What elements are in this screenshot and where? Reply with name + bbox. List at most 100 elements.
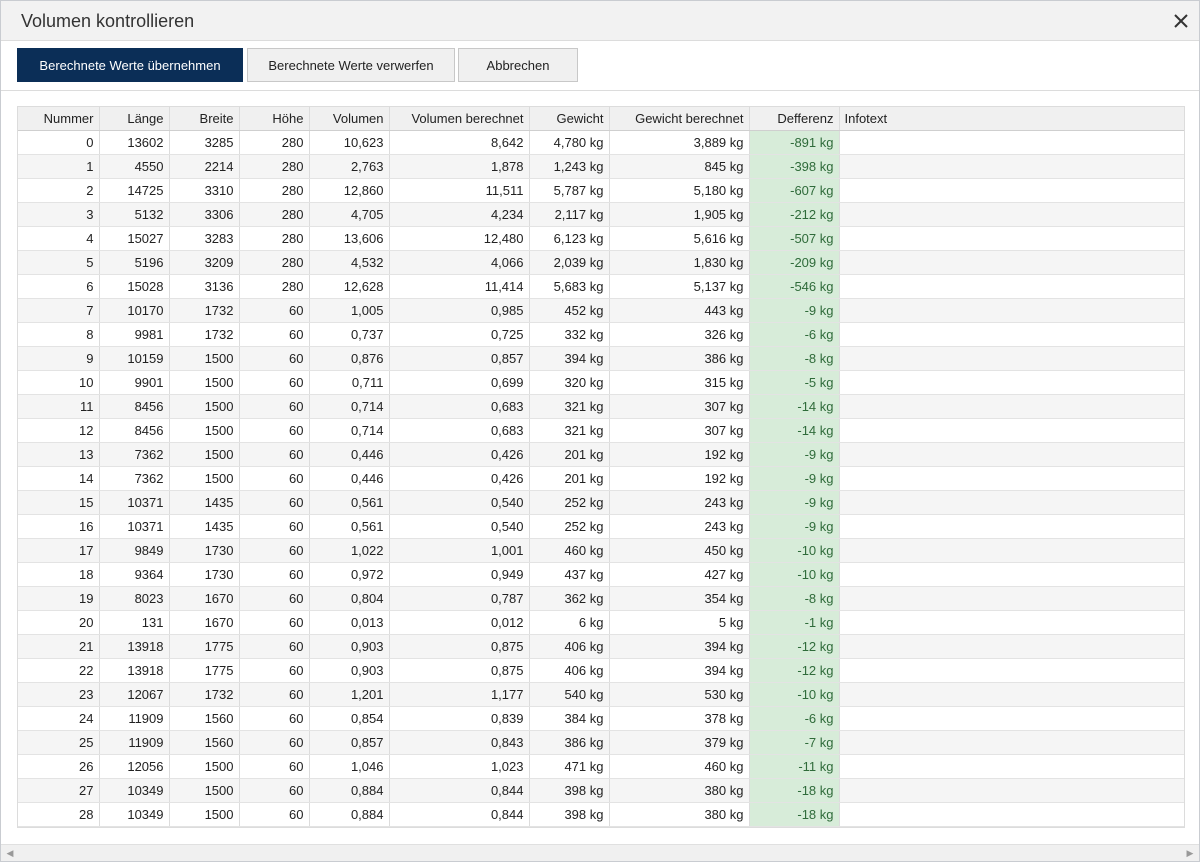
difference-cell[interactable]: -18 kg <box>749 778 840 803</box>
table-cell[interactable]: 0,013 <box>309 610 390 635</box>
horizontal-scrollbar[interactable]: ◀ ▶ <box>1 844 1199 861</box>
table-cell[interactable]: 7362 <box>99 442 170 467</box>
table-cell[interactable]: 6 <box>18 274 100 299</box>
table-cell[interactable]: 10349 <box>99 802 170 827</box>
table-cell[interactable]: 0,540 <box>389 490 530 515</box>
infotext-cell[interactable] <box>839 370 1184 395</box>
table-cell[interactable]: 471 kg <box>529 754 610 779</box>
table-cell[interactable]: 362 kg <box>529 586 610 611</box>
infotext-cell[interactable] <box>839 346 1184 371</box>
table-cell[interactable]: 60 <box>239 466 310 491</box>
table-cell[interactable]: 450 kg <box>609 538 750 563</box>
table-cell[interactable]: 0,884 <box>309 802 390 827</box>
table-cell[interactable]: 26 <box>18 754 100 779</box>
table-cell[interactable]: 1435 <box>169 490 240 515</box>
table-cell[interactable]: 394 kg <box>609 634 750 659</box>
table-cell[interactable]: 0,426 <box>389 466 530 491</box>
table-cell[interactable]: 15027 <box>99 226 170 251</box>
table-cell[interactable]: 5,787 kg <box>529 178 610 203</box>
table-cell[interactable]: 0,714 <box>309 418 390 443</box>
table-cell[interactable]: 60 <box>239 394 310 419</box>
difference-cell[interactable]: -12 kg <box>749 634 840 659</box>
table-cell[interactable]: 11909 <box>99 706 170 731</box>
table-cell[interactable]: 280 <box>239 250 310 275</box>
table-cell[interactable]: 1500 <box>169 754 240 779</box>
scroll-right-icon[interactable]: ▶ <box>1186 848 1194 858</box>
table-cell[interactable]: 1730 <box>169 538 240 563</box>
table-cell[interactable]: 13918 <box>99 634 170 659</box>
difference-cell[interactable]: -1 kg <box>749 610 840 635</box>
table-cell[interactable]: 452 kg <box>529 298 610 323</box>
difference-cell[interactable]: -507 kg <box>749 226 840 251</box>
table-cell[interactable]: 12 <box>18 418 100 443</box>
infotext-cell[interactable] <box>839 298 1184 323</box>
table-cell[interactable]: 5 <box>18 250 100 275</box>
infotext-cell[interactable] <box>839 442 1184 467</box>
infotext-cell[interactable] <box>839 154 1184 179</box>
infotext-cell[interactable] <box>839 778 1184 803</box>
table-cell[interactable]: 6,123 kg <box>529 226 610 251</box>
table-cell[interactable]: 1,001 <box>389 538 530 563</box>
table-row[interactable]: 25 11909 1560 60 0,857 0,843 386 kg 379 kg -7 kg <box>18 730 1184 755</box>
table-cell[interactable]: 2,117 kg <box>529 202 610 227</box>
column-header[interactable]: Breite <box>169 107 240 131</box>
table-cell[interactable]: 60 <box>239 610 310 635</box>
table-cell[interactable]: 307 kg <box>609 394 750 419</box>
table-row[interactable]: 2 14725 3310 280 12,860 11,511 5,787 kg 5,180 k… <box>18 178 1184 203</box>
table-cell[interactable]: 398 kg <box>529 778 610 803</box>
table-cell[interactable]: 60 <box>239 802 310 827</box>
table-cell[interactable]: 252 kg <box>529 514 610 539</box>
table-cell[interactable]: 0,699 <box>389 370 530 395</box>
table-cell[interactable]: 8,642 <box>389 130 530 155</box>
table-row[interactable]: 14 7362 1500 60 0,446 0,426 201 kg 192 kg -9 kg <box>18 466 1184 491</box>
table-cell[interactable]: 530 kg <box>609 682 750 707</box>
infotext-cell[interactable] <box>839 418 1184 443</box>
table-cell[interactable]: 12,480 <box>389 226 530 251</box>
infotext-cell[interactable] <box>839 706 1184 731</box>
table-cell[interactable]: 1435 <box>169 514 240 539</box>
table-cell[interactable]: 0,714 <box>309 394 390 419</box>
table-cell[interactable]: 13,606 <box>309 226 390 251</box>
discard-calculated-values-button[interactable]: Berechnete Werte verwerfen <box>247 48 455 82</box>
table-cell[interactable]: 60 <box>239 370 310 395</box>
difference-cell[interactable]: -8 kg <box>749 586 840 611</box>
table-row[interactable]: 17 9849 1730 60 1,022 1,001 460 kg 450 kg -10 kg <box>18 538 1184 563</box>
table-cell[interactable]: 10349 <box>99 778 170 803</box>
table-cell[interactable]: 378 kg <box>609 706 750 731</box>
table-cell[interactable]: 243 kg <box>609 514 750 539</box>
difference-cell[interactable]: -9 kg <box>749 490 840 515</box>
table-cell[interactable]: 60 <box>239 682 310 707</box>
table-cell[interactable]: 540 kg <box>529 682 610 707</box>
table-cell[interactable]: 9 <box>18 346 100 371</box>
difference-cell[interactable]: -607 kg <box>749 178 840 203</box>
table-cell[interactable]: 252 kg <box>529 490 610 515</box>
scroll-left-icon[interactable]: ◀ <box>6 848 14 858</box>
table-cell[interactable]: 0,446 <box>309 442 390 467</box>
infotext-cell[interactable] <box>839 490 1184 515</box>
table-cell[interactable]: 10 <box>18 370 100 395</box>
table-cell[interactable]: 19 <box>18 586 100 611</box>
table-cell[interactable]: 1500 <box>169 442 240 467</box>
column-header[interactable]: Volumen <box>309 107 390 131</box>
infotext-cell[interactable] <box>839 658 1184 683</box>
table-cell[interactable]: 13602 <box>99 130 170 155</box>
table-row[interactable]: 13 7362 1500 60 0,446 0,426 201 kg 192 kg -9 kg <box>18 442 1184 467</box>
table-cell[interactable]: 0,839 <box>389 706 530 731</box>
table-cell[interactable]: 0,903 <box>309 634 390 659</box>
table-row[interactable]: 19 8023 1670 60 0,804 0,787 362 kg 354 kg -8 kg <box>18 586 1184 611</box>
table-cell[interactable]: 354 kg <box>609 586 750 611</box>
table-cell[interactable]: 2,039 kg <box>529 250 610 275</box>
table-cell[interactable]: 21 <box>18 634 100 659</box>
table-cell[interactable]: 10,623 <box>309 130 390 155</box>
table-cell[interactable]: 0,787 <box>389 586 530 611</box>
table-cell[interactable]: 0,903 <box>309 658 390 683</box>
difference-cell[interactable]: -546 kg <box>749 274 840 299</box>
infotext-cell[interactable] <box>839 586 1184 611</box>
cancel-button[interactable]: Abbrechen <box>458 48 578 82</box>
difference-cell[interactable]: -9 kg <box>749 466 840 491</box>
table-cell[interactable]: 0,857 <box>389 346 530 371</box>
table-cell[interactable]: 1,046 <box>309 754 390 779</box>
table-cell[interactable]: 60 <box>239 778 310 803</box>
table-cell[interactable]: 27 <box>18 778 100 803</box>
table-cell[interactable]: 14 <box>18 466 100 491</box>
